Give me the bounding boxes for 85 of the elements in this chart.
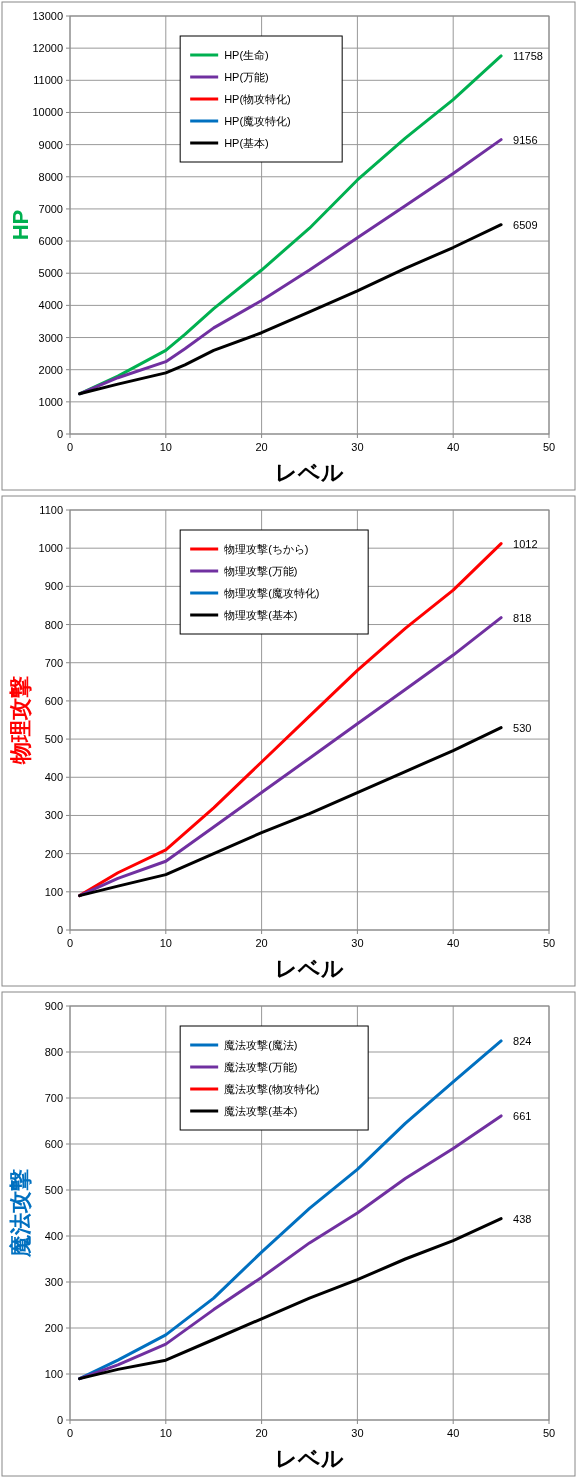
y-tick-label: 700 bbox=[44, 1092, 63, 1104]
legend-label: 物理攻撃(ちから) bbox=[224, 543, 309, 555]
y-tick-label: 700 bbox=[44, 656, 63, 669]
x-tick-label: 10 bbox=[159, 441, 172, 453]
x-tick-label: 30 bbox=[351, 1427, 364, 1439]
y-tick-label: 400 bbox=[44, 771, 63, 784]
y-tick-label: 500 bbox=[44, 1184, 63, 1196]
y-tick-label: 9000 bbox=[38, 138, 63, 151]
data-label: 824 bbox=[513, 1034, 532, 1047]
x-tick-label: 0 bbox=[66, 937, 74, 949]
line-series bbox=[78, 223, 503, 396]
legend-label: 物理攻撃(基本) bbox=[224, 609, 298, 621]
y-tick-label: 6000 bbox=[38, 235, 63, 248]
y-tick-label: 13000 bbox=[32, 10, 63, 22]
y-tick-label: 1000 bbox=[38, 395, 63, 408]
y-tick-label: 600 bbox=[44, 1138, 63, 1150]
y-tick-label: 800 bbox=[44, 618, 63, 631]
y-tick-label: 0 bbox=[56, 1414, 63, 1426]
x-tick-label: 20 bbox=[255, 1427, 268, 1439]
x-tick-label: 30 bbox=[351, 937, 364, 949]
y-tick-label: 11000 bbox=[33, 74, 63, 87]
data-label: 438 bbox=[513, 1212, 532, 1225]
x-tick-label: 30 bbox=[351, 441, 364, 453]
y-axis-title: HP bbox=[8, 209, 33, 241]
y-tick-label: 0 bbox=[56, 428, 63, 440]
x-axis-title: レベル bbox=[275, 1446, 344, 1471]
y-tick-label: 1000 bbox=[38, 542, 63, 555]
y-axis-title: 物理攻撃 bbox=[8, 676, 33, 765]
y-tick-label: 900 bbox=[44, 580, 63, 593]
legend-label: HP(生命) bbox=[224, 49, 269, 61]
y-tick-label: 0 bbox=[56, 924, 63, 936]
x-tick-label: 40 bbox=[447, 937, 460, 949]
y-tick-label: 1100 bbox=[39, 504, 63, 516]
y-tick-label: 500 bbox=[44, 733, 63, 746]
legend-label: HP(物攻特化) bbox=[224, 93, 291, 105]
y-tick-label: 200 bbox=[44, 847, 63, 860]
y-tick-label: 300 bbox=[44, 809, 63, 822]
y-tick-label: 200 bbox=[44, 1322, 63, 1334]
x-tick-label: 0 bbox=[66, 441, 74, 453]
line-series bbox=[78, 726, 503, 898]
data-label: 1012 bbox=[513, 537, 538, 550]
legend-label: HP(万能) bbox=[224, 71, 269, 83]
y-tick-label: 300 bbox=[44, 1276, 63, 1288]
x-tick-label: 50 bbox=[542, 441, 556, 453]
x-tick-label: 50 bbox=[542, 1427, 556, 1439]
y-tick-label: 3000 bbox=[38, 331, 63, 344]
x-tick-label: 40 bbox=[447, 1427, 460, 1439]
x-tick-label: 20 bbox=[255, 441, 268, 453]
legend-label: 魔法攻撃(万能) bbox=[224, 1061, 298, 1073]
x-tick-label: 40 bbox=[447, 441, 460, 453]
data-label: 6509 bbox=[513, 218, 538, 231]
data-label: 661 bbox=[513, 1109, 532, 1122]
y-tick-label: 10000 bbox=[32, 106, 63, 119]
x-tick-label: 50 bbox=[542, 937, 556, 949]
legend-label: HP(魔攻特化) bbox=[224, 115, 291, 127]
legend-label: HP(基本) bbox=[224, 137, 269, 149]
y-tick-label: 100 bbox=[44, 1368, 63, 1380]
legend-label: 魔法攻撃(魔法) bbox=[224, 1039, 298, 1051]
y-tick-label: 4000 bbox=[38, 299, 63, 312]
data-label: 818 bbox=[513, 611, 532, 624]
y-tick-label: 900 bbox=[44, 1000, 63, 1012]
y-tick-label: 12000 bbox=[32, 42, 63, 55]
y-axis-title: 魔法攻撃 bbox=[8, 1169, 33, 1258]
y-tick-label: 7000 bbox=[38, 202, 63, 215]
legend-label: 物理攻撃(魔攻特化) bbox=[224, 587, 320, 599]
line-series bbox=[78, 1217, 503, 1381]
data-label: 530 bbox=[513, 721, 532, 734]
y-tick-label: 600 bbox=[44, 694, 63, 707]
y-tick-label: 800 bbox=[44, 1046, 63, 1058]
y-tick-label: 400 bbox=[44, 1230, 63, 1242]
x-axis-title: レベル bbox=[275, 460, 344, 485]
x-tick-label: 10 bbox=[159, 1427, 172, 1439]
x-tick-label: 20 bbox=[255, 937, 268, 949]
legend-label: 魔法攻撃(物攻特化) bbox=[224, 1083, 320, 1095]
y-tick-label: 8000 bbox=[38, 170, 63, 183]
x-tick-label: 0 bbox=[66, 1427, 74, 1439]
data-label: 11758 bbox=[513, 49, 543, 62]
legend-label: 物理攻撃(万能) bbox=[224, 565, 298, 577]
legend-label: 魔法攻撃(基本) bbox=[224, 1105, 298, 1117]
x-tick-label: 10 bbox=[159, 937, 172, 949]
y-tick-label: 5000 bbox=[38, 267, 63, 280]
y-tick-label: 2000 bbox=[38, 363, 63, 376]
data-label: 9156 bbox=[513, 133, 538, 146]
y-tick-label: 100 bbox=[44, 885, 63, 898]
x-axis-title: レベル bbox=[275, 956, 344, 981]
